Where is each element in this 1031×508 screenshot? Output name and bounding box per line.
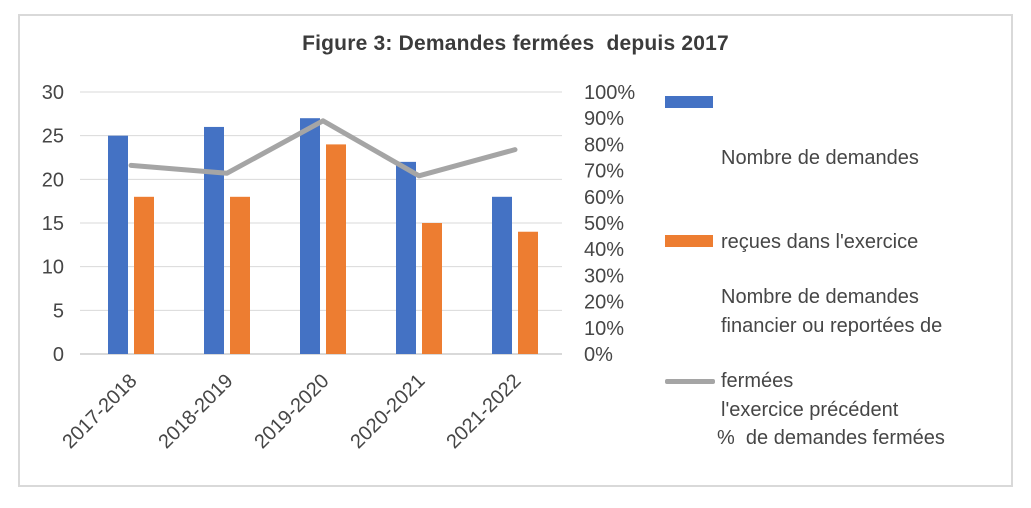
bar-recues-2020-2021 xyxy=(396,161,416,354)
chart-title: Figure 3: Demandes fermées depuis 2017 xyxy=(302,32,729,55)
x-axis-label: 2020-2021 xyxy=(346,370,429,453)
left-axis-tick: 0 xyxy=(53,344,64,366)
x-axis-label: 2018-2019 xyxy=(154,370,237,453)
left-axis-tick: 15 xyxy=(42,213,64,235)
chart-figure: Figure 3: Demandes fermées depuis 2017 0… xyxy=(18,14,1013,487)
left-axis-tick: 5 xyxy=(53,300,64,322)
right-axis-tick: 30% xyxy=(584,265,624,287)
orange-bar-swatch-icon xyxy=(665,235,713,247)
gray-line-swatch-icon xyxy=(665,379,715,384)
right-axis-tick: 100% xyxy=(584,82,635,104)
legend-label-pourcentage-fermees: % de demandes fermées xyxy=(717,427,945,449)
legend-label-demandes-recues: Nombre de demandes reçues dans l'exercic… xyxy=(721,147,943,421)
left-axis-tick: 25 xyxy=(42,126,64,148)
bar-recues-2019-2020 xyxy=(300,118,320,354)
percent-line xyxy=(128,118,518,179)
bar-recues-2021-2022 xyxy=(492,196,512,354)
bar-fermees-2021-2022 xyxy=(518,231,538,354)
right-axis-tick: 80% xyxy=(584,134,624,156)
legend-item-pourcentage-fermees: % de demandes fermées xyxy=(665,368,945,508)
right-axis-tick: 20% xyxy=(584,292,624,314)
blue-bar-swatch-icon xyxy=(665,96,713,108)
left-axis-tick: 30 xyxy=(42,82,64,104)
x-axis-label: 2019-2020 xyxy=(250,370,333,453)
right-axis-tick: 0% xyxy=(584,344,613,366)
right-axis-tick: 90% xyxy=(584,108,624,130)
bar-fermees-2017-2018 xyxy=(134,196,154,354)
right-axis-tick: 40% xyxy=(584,239,624,261)
left-axis-tick: 10 xyxy=(42,257,64,279)
legend-label-demandes-fermees: Nombre de demandes fermées xyxy=(721,286,919,392)
right-axis-tick: 50% xyxy=(584,213,624,235)
bar-recues-2017-2018 xyxy=(108,135,128,354)
right-axis-tick: 10% xyxy=(584,318,624,340)
left-axis-tick: 20 xyxy=(42,169,64,191)
legend-item-demandes-recues: Nombre de demandes reçues dans l'exercic… xyxy=(665,88,942,480)
x-axis-label: 2021-2022 xyxy=(442,370,525,453)
right-axis-tick: 70% xyxy=(584,161,624,183)
bar-fermees-2020-2021 xyxy=(422,223,442,354)
bar-recues-2018-2019 xyxy=(204,126,224,354)
bar-fermees-2018-2019 xyxy=(230,196,250,354)
x-axis-label: 2017-2018 xyxy=(58,370,141,453)
bar-fermees-2019-2020 xyxy=(326,144,346,354)
plot-area: 0 5 10 15 20 25 30 0% 10% 20% 30% 40% 50% 60% 70% 80% 90… xyxy=(42,82,636,453)
legend-item-demandes-fermees: Nombre de demandes fermées xyxy=(665,227,919,451)
right-axis-tick: 60% xyxy=(584,187,624,209)
